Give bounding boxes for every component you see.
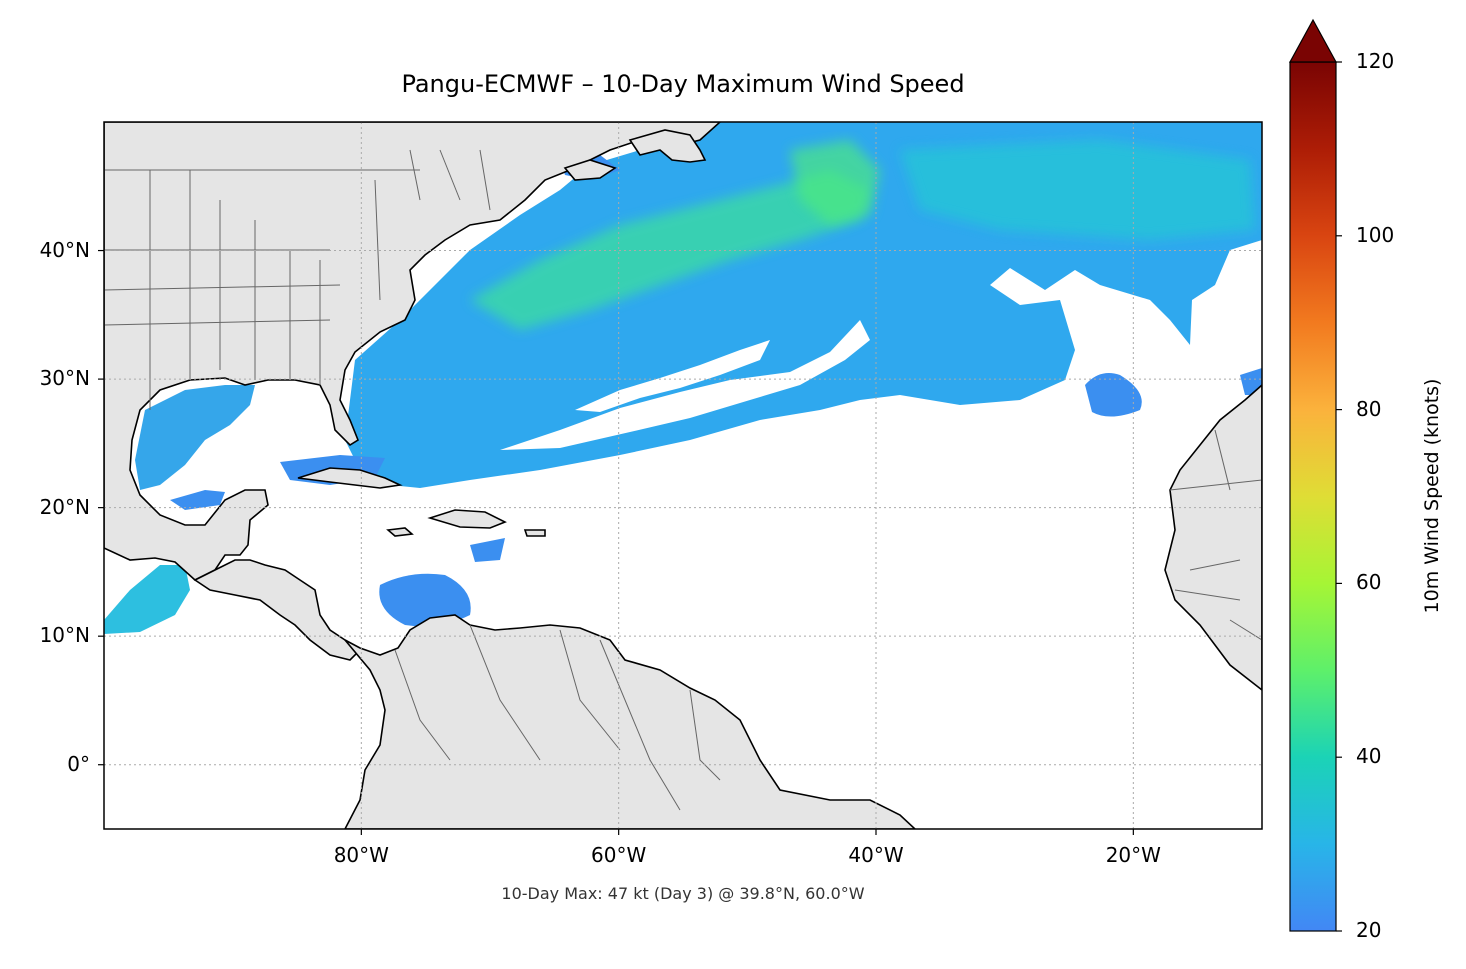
lat-tick-label: 10°N — [39, 623, 90, 648]
colorbar-tick-label: 60 — [1356, 570, 1382, 595]
colorbar-tick-label: 20 — [1356, 918, 1382, 942]
wind-field-caribbean-small — [470, 538, 505, 562]
lat-tick-label: 30°N — [39, 366, 90, 391]
africa-land — [1164, 383, 1262, 692]
wind-field-caribbean — [379, 573, 471, 627]
lon-tick-label: 60°W — [591, 843, 647, 867]
nova-scotia-land — [563, 159, 617, 181]
wind-field-teal — [900, 140, 1255, 240]
colorbar-tick-label: 40 — [1356, 744, 1382, 769]
colorbar-tick-label: 120 — [1356, 49, 1395, 73]
wind-field-gulf-south — [170, 490, 225, 510]
colorbar-tick-label: 100 — [1356, 222, 1395, 247]
wind-field-morocco-blob — [1240, 368, 1262, 395]
lat-tick-label: 40°N — [39, 237, 90, 262]
gridlines — [104, 122, 1262, 829]
max-wind-footnote: 10-Day Max: 47 kt (Day 3) @ 39.8°N, 60.0… — [501, 884, 865, 903]
colorbar-tick-label: 80 — [1356, 396, 1382, 421]
lat-tick-label: 20°N — [39, 494, 90, 519]
north-america-land — [104, 122, 722, 581]
state-borders — [104, 149, 1262, 811]
wind-field-white-gap — [575, 340, 770, 412]
cuba-land — [297, 467, 403, 489]
puerto-rico-land — [523, 529, 546, 537]
wind-field-core-green — [470, 170, 870, 330]
newfoundland-land — [628, 129, 707, 163]
colorbar-extend-arrow — [1288, 18, 1338, 63]
wind-field-white-gap — [500, 320, 870, 450]
wind-field-pacific — [104, 565, 190, 634]
lon-tick-label: 20°W — [1105, 843, 1161, 867]
wind-field-gulf-mexico — [135, 385, 255, 490]
wind-field — [104, 122, 1262, 634]
hispaniola-land — [427, 509, 507, 529]
map-title: Pangu-ECMWF – 10-Day Maximum Wind Speed — [401, 70, 965, 98]
lat-tick-label: 0° — [67, 751, 90, 776]
lon-tick-label: 40°W — [848, 843, 904, 867]
axis-ticks — [98, 249, 1134, 835]
wind-field-core-green — [790, 140, 880, 225]
colorbar-label: 10m Wind Speed (knots) — [1421, 378, 1443, 614]
jamaica-land — [386, 527, 414, 537]
map-frame — [103, 121, 1263, 830]
wind-field-azores-blob — [1085, 372, 1142, 417]
lon-tick-label: 80°W — [333, 843, 389, 867]
colorbar-gradient — [1289, 61, 1337, 932]
colorbar — [1288, 18, 1342, 932]
